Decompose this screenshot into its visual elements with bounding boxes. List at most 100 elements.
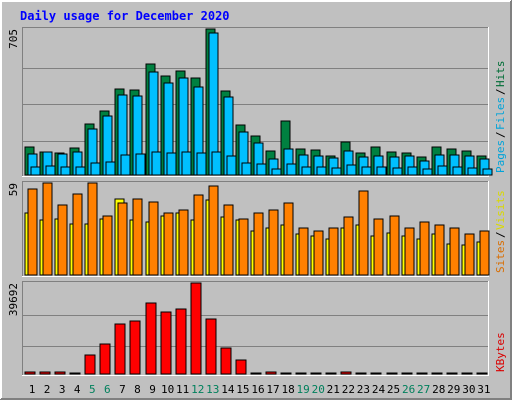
x-tick-label: 13: [206, 383, 219, 396]
series-legend: KBytes: [494, 332, 507, 372]
bar-kbytes-day-28: [431, 372, 443, 375]
bar-pages-day-13: [211, 151, 222, 176]
bar-pages-day-1: [30, 166, 41, 176]
bar-pages-day-8: [135, 153, 146, 176]
x-tick-label: 14: [221, 383, 235, 396]
bar-pages-day-19: [301, 166, 312, 176]
x-tick-label: 25: [387, 383, 400, 396]
bar-kbytes-day-1: [24, 371, 36, 375]
bar-pages-day-31: [482, 168, 493, 176]
bar-kbytes-day-12: [190, 282, 202, 375]
bar-kbytes-day-16: [250, 372, 262, 375]
x-tick-label: 23: [357, 383, 370, 396]
bar-pages-day-6: [105, 161, 116, 176]
bar-pages-day-9: [151, 151, 162, 176]
bar-kbytes-day-11: [175, 308, 187, 375]
bar-pages-day-27: [422, 168, 433, 176]
bar-pages-day-30: [467, 167, 478, 176]
bar-kbytes-day-29: [446, 372, 458, 375]
x-tick-label: 15: [236, 383, 249, 396]
legend-separator: /: [494, 88, 507, 95]
bar-sites-day-29: [449, 227, 460, 276]
bar-pages-day-29: [452, 166, 463, 176]
series-legend: Pages/Files/Hits: [494, 61, 507, 174]
x-tick-label: 5: [89, 383, 96, 396]
bar-kbytes-day-22: [340, 371, 352, 375]
bar-sites-day-21: [328, 227, 339, 276]
bar-pages-day-15: [241, 162, 252, 176]
x-tick-label: 2: [44, 383, 51, 396]
panel-visits_sites: 59 Sites /Visits: [7, 181, 507, 277]
bar-kbytes-day-31: [476, 372, 488, 375]
x-tick-label: 24: [372, 383, 386, 396]
bar-pages-day-21: [331, 167, 342, 176]
bar-pages-day-12: [196, 152, 207, 176]
x-tick-label: 22: [342, 383, 355, 396]
bar-sites-day-3: [57, 204, 68, 276]
bar-kbytes-day-9: [145, 302, 157, 375]
bar-kbytes-day-21: [325, 372, 337, 375]
x-tick-label: 4: [74, 383, 81, 396]
x-tick-label: 8: [134, 383, 141, 396]
x-tick-label: 12: [191, 383, 204, 396]
bar-pages-day-17: [271, 168, 282, 176]
x-tick-label: 16: [251, 383, 264, 396]
bar-kbytes-day-13: [205, 318, 217, 375]
bar-kbytes-day-24: [370, 372, 382, 375]
x-tick-label: 26: [402, 383, 415, 396]
bar-kbytes-day-10: [160, 311, 172, 375]
x-tick-label: 28: [432, 383, 445, 396]
bar-sites-day-17: [268, 209, 279, 276]
x-tick-label: 6: [104, 383, 111, 396]
bar-kbytes-day-27: [416, 372, 428, 375]
bar-kbytes-day-6: [99, 343, 111, 375]
bar-kbytes-day-14: [220, 347, 232, 375]
legend-kbytes: KBytes: [494, 332, 507, 372]
bar-sites-day-24: [373, 218, 384, 276]
bar-sites-day-16: [253, 212, 264, 276]
x-tick-label: 11: [176, 383, 189, 396]
bar-pages-day-16: [256, 163, 267, 176]
x-tick-label: 9: [149, 383, 156, 396]
bar-sites-day-5: [87, 182, 98, 276]
bar-pages-day-28: [437, 165, 448, 176]
bar-sites-day-11: [178, 209, 189, 276]
bar-kbytes-day-17: [265, 371, 277, 375]
bar-pages-day-2: [45, 165, 56, 176]
bar-sites-day-19: [298, 227, 309, 276]
bar-kbytes-day-30: [461, 372, 473, 375]
bar-sites-day-9: [148, 201, 159, 276]
bar-sites-day-22: [343, 216, 354, 276]
bar-sites-day-23: [358, 190, 369, 276]
bar-pages-day-22: [346, 164, 357, 176]
bar-kbytes-day-18: [280, 372, 292, 375]
x-tick-label: 10: [161, 383, 174, 396]
bar-pages-day-4: [75, 166, 86, 176]
bar-pages-day-24: [376, 166, 387, 176]
bar-sites-day-2: [42, 182, 53, 276]
x-tick-label: 18: [281, 383, 294, 396]
bar-sites-day-28: [434, 224, 445, 276]
bar-kbytes-day-25: [386, 372, 398, 375]
bar-pages-day-10: [166, 152, 177, 176]
bar-pages-day-11: [181, 151, 192, 176]
chart-panels: 705Pages/Files/Hits59Sites/Visits39692KB…: [7, 27, 507, 376]
chart-title: Daily usage for December 2020: [20, 9, 230, 23]
legend-files: Files: [494, 97, 507, 130]
y-max-label: 39692: [7, 283, 20, 316]
panel-kbytes: 39692 KBytes: [7, 281, 507, 376]
x-tick-label: 1: [29, 383, 36, 396]
bar-sites-day-27: [419, 221, 430, 276]
y-max-label: 705: [7, 29, 20, 49]
bar-pages-day-23: [361, 166, 372, 176]
x-tick-label: 29: [447, 383, 460, 396]
bar-kbytes-day-23: [355, 372, 367, 375]
x-tick-label: 20: [312, 383, 325, 396]
bar-pages-day-26: [407, 166, 418, 176]
legend-pages: Pages: [494, 140, 507, 173]
x-tick-label: 21: [327, 383, 340, 396]
bar-pages-day-3: [60, 166, 71, 176]
x-tick-label: 7: [119, 383, 126, 396]
x-axis-labels: 1 2 3 4 5 6 7 8 9 10 11 12 13 14 15 16 17 18 19 20 21 22 23 24 2…: [29, 383, 491, 396]
bar-pages-day-25: [392, 167, 403, 176]
